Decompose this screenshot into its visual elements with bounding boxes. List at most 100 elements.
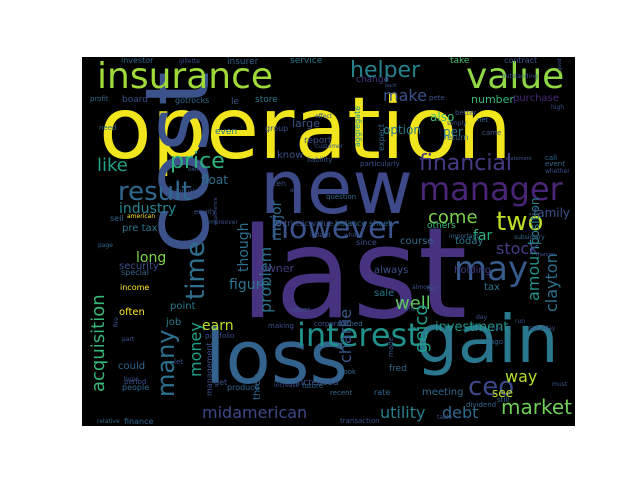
word-operation: operation <box>99 79 512 179</box>
word-pre-tax: pre tax <box>122 223 158 234</box>
word-manner: manner <box>536 252 556 258</box>
word-result: result <box>118 177 192 207</box>
word-report: report <box>304 136 332 146</box>
word-meeting: meeting <box>422 387 464 398</box>
word-even: even <box>215 127 238 137</box>
word-increase: increase <box>274 382 300 389</box>
word-intrinsic-value: intrinsic value <box>277 219 334 228</box>
word-may: may <box>454 249 529 289</box>
word-moreover: moreover <box>209 219 238 226</box>
word-financial: financial <box>419 151 513 176</box>
word-transaction: transaction <box>340 417 380 425</box>
word-corporate: corporate <box>314 320 348 328</box>
word-pete: pete <box>429 94 445 102</box>
word-came: came <box>482 129 502 137</box>
word-job: job <box>166 317 182 328</box>
word-special: special <box>121 268 149 277</box>
word-subsidiary: subsidiary <box>514 234 545 241</box>
word-american: american <box>127 213 156 220</box>
word-finance: finance <box>124 417 154 426</box>
word-recent: recent <box>330 389 353 397</box>
word-however: however <box>270 211 399 246</box>
word-clayton: clayton <box>542 253 561 312</box>
word-book: book <box>339 368 357 376</box>
word-question: question <box>326 193 357 201</box>
word-making: making <box>268 322 294 330</box>
word-also: also <box>430 110 455 124</box>
word-owner: owner <box>260 262 294 275</box>
word-effect: effect <box>315 113 333 120</box>
word-like: like <box>97 155 128 176</box>
word-change: change <box>356 75 390 85</box>
word-customer: customer <box>315 143 344 150</box>
word-rate: rate <box>374 388 391 397</box>
word-know: know <box>277 150 304 161</box>
word-expect: expect <box>377 123 386 151</box>
word-earned: earned <box>338 320 363 328</box>
word-geico: geico <box>411 304 432 353</box>
word-people: people <box>122 383 150 392</box>
word-get: get <box>214 378 228 387</box>
word-fact: fact <box>427 286 439 293</box>
word-store: store <box>255 95 278 105</box>
word-gotrocks: gotrocks <box>175 96 210 105</box>
word-family: family <box>533 206 571 220</box>
word-tax: tax <box>484 282 500 293</box>
word-better: better <box>455 109 477 117</box>
word-fire: fire <box>113 317 120 327</box>
word-aggregate: aggregate <box>353 105 362 147</box>
word-important: important <box>449 233 479 240</box>
word-return: return <box>444 133 469 142</box>
word-statement: statement <box>506 156 532 162</box>
word-unit: unit <box>403 306 415 313</box>
word-le: le <box>231 97 240 107</box>
word-industry: industry <box>119 201 177 217</box>
word-future: future <box>302 382 324 390</box>
word-table: table <box>437 414 453 421</box>
word-must: must <box>552 381 568 388</box>
word-outstanding: outstanding <box>502 73 538 80</box>
word-fred: fred <box>389 364 407 374</box>
word-net: net <box>477 116 489 124</box>
word-day: day <box>476 314 488 321</box>
word-relative: relative <box>97 418 120 425</box>
word-experience: experience <box>213 197 219 225</box>
word-per: per <box>443 125 463 139</box>
word-board: board <box>122 95 148 105</box>
word-option: option <box>383 123 421 137</box>
word-manager: manager <box>419 170 563 208</box>
word-every: every <box>484 337 492 357</box>
word-value: value <box>466 57 565 97</box>
word-long: long <box>136 250 167 266</box>
word-interest: interest <box>297 316 420 354</box>
word-deal: deal <box>290 188 301 194</box>
word-make: make <box>383 86 427 105</box>
word-group: group <box>265 124 289 133</box>
word-rule: rule <box>492 326 502 332</box>
word-stock: stock <box>496 239 539 258</box>
word-ceo: ceo <box>468 372 515 402</box>
word-often: often <box>119 307 145 318</box>
word-new: new <box>260 145 413 231</box>
word-two: two <box>496 207 544 237</box>
word-midamerican: midamerican <box>202 403 308 422</box>
word-need: need <box>99 124 117 132</box>
word-figure: figure <box>229 277 270 293</box>
word-hope: hope <box>124 376 139 383</box>
word-whose: whose <box>344 232 364 239</box>
word-event: event <box>545 160 565 168</box>
word-annual: annual <box>174 188 195 195</box>
word-security: security <box>119 261 159 272</box>
word-back: back <box>385 83 397 89</box>
word-whether: whether <box>545 168 570 175</box>
word-ten: ten <box>273 179 287 188</box>
word-produce: produce <box>227 383 260 392</box>
word-simply: simply <box>447 120 467 127</box>
word-almost: almost <box>412 284 433 291</box>
word-acquisition: acquisition <box>88 294 109 392</box>
word-dividend: dividend <box>466 401 497 409</box>
word-today: today <box>455 236 484 247</box>
word-charlie: charlie <box>336 308 355 363</box>
word-income: income <box>120 283 150 292</box>
word-way: way <box>505 367 538 386</box>
